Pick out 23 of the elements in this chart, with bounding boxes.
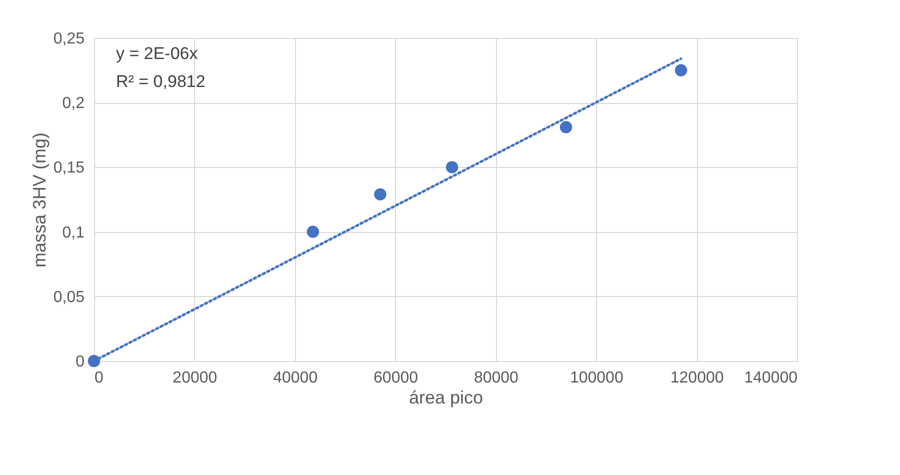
y-tick-label: 0,25 bbox=[53, 30, 85, 48]
x-tick-label: 80000 bbox=[474, 370, 519, 386]
x-tick-label: 120000 bbox=[670, 370, 724, 386]
y-tick-label: 0 bbox=[76, 354, 85, 370]
x-tick-label: 0 bbox=[94, 370, 104, 386]
point bbox=[374, 188, 386, 200]
x-tick-label: 140000 bbox=[744, 370, 798, 386]
x-tick-label: 20000 bbox=[172, 370, 218, 386]
y-axis-title: massa 3HV (mg) bbox=[29, 132, 50, 268]
point bbox=[306, 226, 320, 238]
y-tick-label: 0,1 bbox=[62, 224, 85, 242]
y-tick-label: 0,05 bbox=[53, 288, 85, 306]
annotation: R² = 0,9812 bbox=[116, 72, 206, 91]
annotation: y = 2E-06x bbox=[116, 44, 198, 63]
x-axis-title: área pico bbox=[408, 388, 484, 408]
x-tick-label: 40000 bbox=[273, 370, 318, 386]
x-tick-label: 100000 bbox=[570, 370, 624, 386]
y-tick-label: 0,2 bbox=[62, 95, 85, 112]
point bbox=[674, 64, 688, 76]
point bbox=[446, 161, 458, 174]
x-tick-label: 60000 bbox=[374, 370, 418, 386]
point bbox=[560, 121, 572, 134]
y-tick-label: 0,15 bbox=[53, 160, 85, 177]
